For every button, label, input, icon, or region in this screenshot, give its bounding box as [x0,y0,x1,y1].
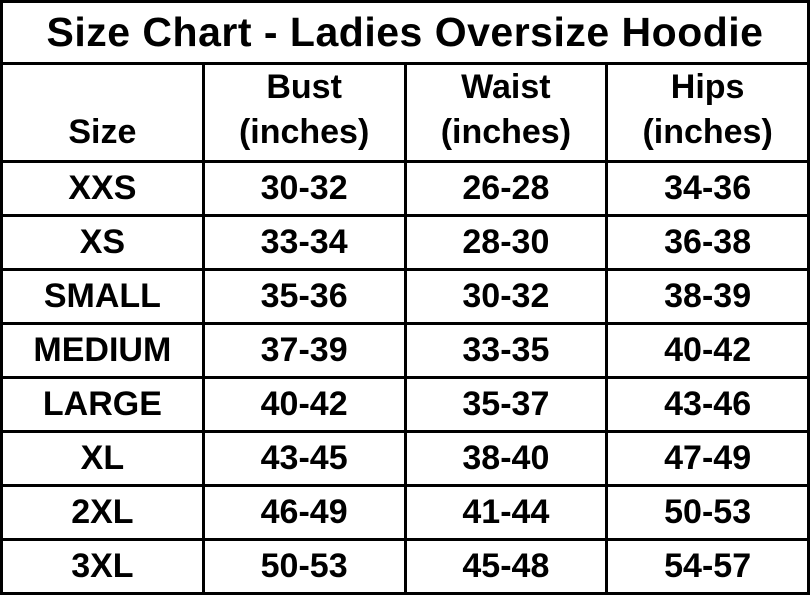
column-header-hips-unit: (inches) [642,112,773,151]
cell-waist: 33-35 [403,321,609,379]
column-header-bust-label: Bust [266,68,342,106]
column-header-size-label: Size [68,112,137,151]
chart-title: Size Chart - Ladies Oversize Hoodie [0,0,810,65]
cell-size: 3XL [0,537,205,595]
cell-waist: 45-48 [403,537,609,595]
cell-hips: 54-57 [605,537,810,595]
table-row-xxs: XXS 30-32 26-28 34-36 [0,159,810,217]
cell-bust: 40-42 [201,375,407,433]
column-header-waist-label: Waist [461,68,551,106]
cell-hips: 34-36 [605,159,810,217]
column-header-waist-unit: (inches) [440,112,572,151]
cell-hips: 43-46 [605,375,810,433]
cell-bust: 43-45 [201,429,407,487]
cell-hips: 50-53 [605,483,810,541]
cell-waist: 30-32 [403,267,609,325]
cell-waist: 38-40 [403,429,609,487]
table-row-large: LARGE 40-42 35-37 43-46 [0,375,810,433]
cell-bust: 50-53 [201,537,407,595]
cell-bust: 33-34 [201,213,407,271]
table-row-xs: XS 33-34 28-30 36-38 [0,213,810,271]
cell-waist: 35-37 [403,375,609,433]
table-row-xl: XL 43-45 38-40 47-49 [0,429,810,487]
column-header-size: Size [0,62,205,163]
column-header-hips: Hips (inches) [605,62,810,163]
cell-waist: 41-44 [403,483,609,541]
cell-hips: 38-39 [605,267,810,325]
cell-bust: 37-39 [201,321,407,379]
cell-size: 2XL [0,483,205,541]
cell-bust: 30-32 [201,159,407,217]
cell-hips: 36-38 [605,213,810,271]
cell-waist: 26-28 [403,159,609,217]
cell-size: SMALL [0,267,205,325]
column-header-bust-unit: (inches) [238,112,370,151]
title-row: Size Chart - Ladies Oversize Hoodie [0,0,810,65]
column-header-bust: Bust (inches) [201,62,407,163]
cell-size: MEDIUM [0,321,205,379]
table-row-3xl: 3XL 50-53 45-48 54-57 [0,537,810,595]
table-row-small: SMALL 35-36 30-32 38-39 [0,267,810,325]
column-header-waist: Waist (inches) [403,62,609,163]
cell-size: XS [0,213,205,271]
cell-bust: 46-49 [201,483,407,541]
cell-size: XXS [0,159,205,217]
header-row: Size Bust (inches) Waist (inches) Hips (… [0,62,810,163]
cell-hips: 47-49 [605,429,810,487]
cell-size: LARGE [0,375,205,433]
cell-waist: 28-30 [403,213,609,271]
cell-size: XL [0,429,205,487]
cell-hips: 40-42 [605,321,810,379]
table-row-medium: MEDIUM 37-39 33-35 40-42 [0,321,810,379]
column-header-hips-label: Hips [670,68,745,106]
table-row-2xl: 2XL 46-49 41-44 50-53 [0,483,810,541]
cell-bust: 35-36 [201,267,407,325]
